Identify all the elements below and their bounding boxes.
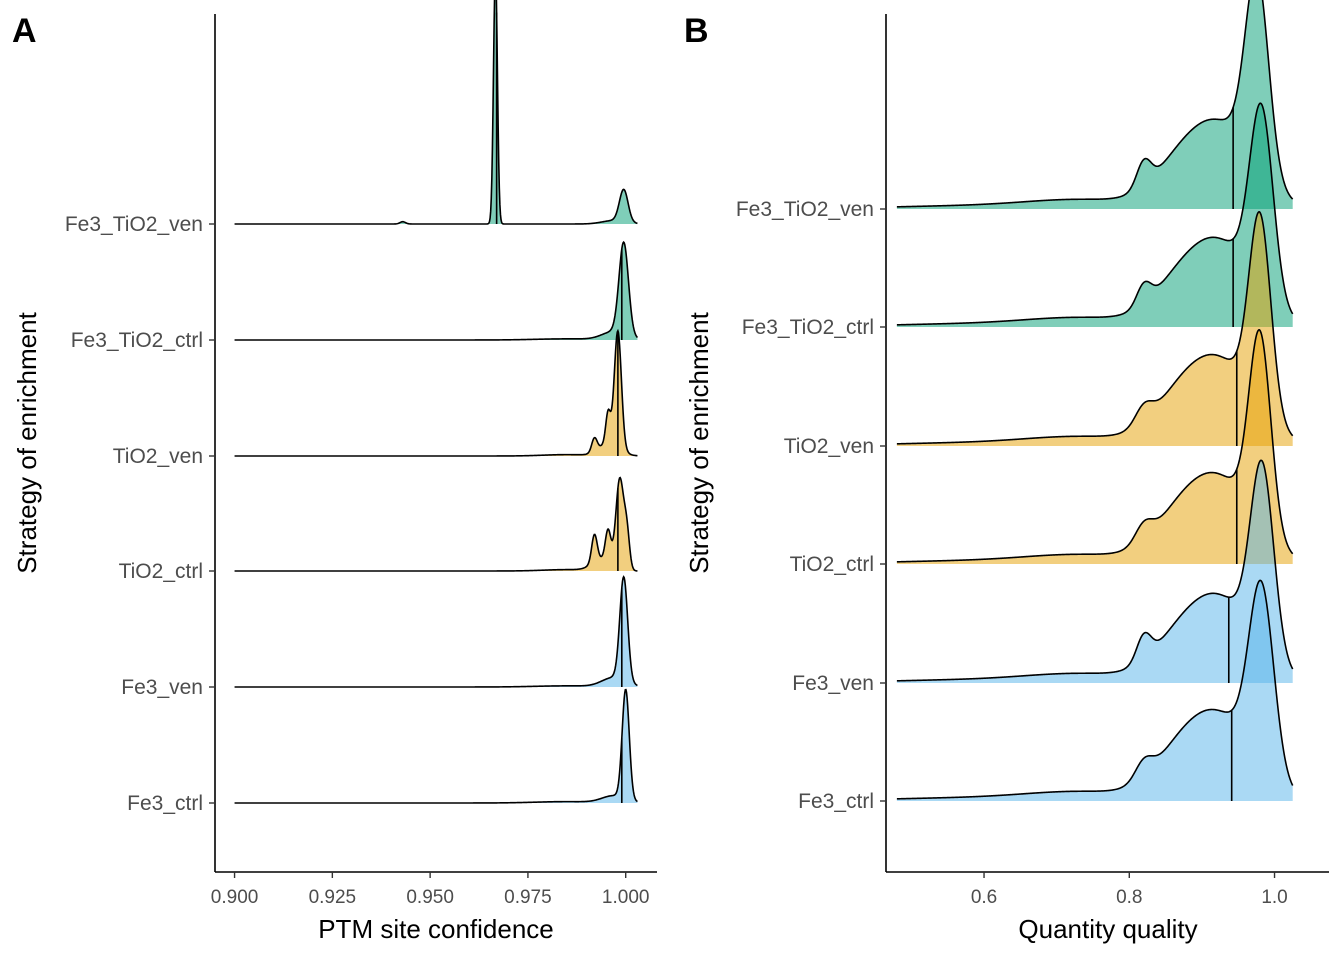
panel-b-y-tick-label-fe3-tio2-ctrl: Fe3_TiO2_ctrl <box>742 316 874 339</box>
panel-a-y-tick-label-fe3-tio2-ven: Fe3_TiO2_ven <box>65 213 203 236</box>
panel-a-x-tick-label: 0.975 <box>504 887 552 908</box>
panel-a-ridge-fill-fe3-ctrl <box>234 689 638 803</box>
panel-b-ridges <box>896 0 1294 801</box>
panel-a-ridge-fill-fe3-tio2-ven <box>234 0 638 224</box>
panel-b-ridge-outline-tio2-ctrl <box>896 329 1294 563</box>
panel-a-ridge-tio2-ven <box>234 328 638 457</box>
panel-b-ridge-fill-fe3-ctrl <box>896 580 1293 801</box>
panel-a-ridges <box>234 0 639 804</box>
panel-a-ridge-outline-fe3-ctrl <box>234 688 638 804</box>
panel-a-y-tick-label-tio2-ctrl: TiO2_ctrl <box>119 560 203 583</box>
panel-b-ridge-fe3-tio2-ven <box>896 0 1294 209</box>
panel-a-ridge-fe3-ven <box>234 575 638 688</box>
panel-b-ridge-outline-fe3-ven <box>896 459 1294 682</box>
panel-b-y-tick-label-fe3-ctrl: Fe3_ctrl <box>798 790 874 813</box>
panel-a-ridge-outline-fe3-tio2-ctrl <box>234 240 639 341</box>
panel-b-ridgeline-chart: B Fe3_ctrl Fe3_ven TiO2_ctrl TiO2_ven Fe3_Ti… <box>684 0 1329 944</box>
panel-a-x-tick-label: 1.000 <box>602 887 650 908</box>
panel-b-x-tick-label: 0.6 <box>971 887 997 908</box>
panel-b-ridge-tio2-ctrl <box>896 329 1294 564</box>
panel-a-y-tick-label-fe3-ctrl: Fe3_ctrl <box>127 792 203 815</box>
panel-b-ridge-fill-tio2-ctrl <box>896 329 1293 564</box>
panel-b-axes: Fe3_ctrl Fe3_ven TiO2_ctrl TiO2_ven Fe3_TiO2… <box>736 14 1329 908</box>
panel-a-axes: Fe3_ctrl Fe3_ven TiO2_ctrl TiO2_ven Fe3_TiO2… <box>65 14 657 908</box>
panel-a-x-tick-label: 0.950 <box>406 887 454 908</box>
panel-a-ridge-fe3-tio2-ven <box>234 0 638 225</box>
panel-a-ridge-outline-tio2-ctrl <box>234 476 638 572</box>
panel-a-ridge-fill-tio2-ctrl <box>234 477 638 571</box>
panel-a-y-tick-label-fe3-ven: Fe3_ven <box>121 676 203 699</box>
panel-b-ridge-fe3-tio2-ctrl <box>896 102 1294 327</box>
panel-b-tag: B <box>684 12 709 50</box>
panel-a-x-tick-label: 0.925 <box>309 887 357 908</box>
panel-b-ridge-tio2-ven <box>896 211 1294 446</box>
panel-b-ridge-fill-fe3-ven <box>896 460 1293 683</box>
panel-b-y-axis-title: Strategy of enrichment <box>684 311 714 573</box>
panel-a-ridgeline-chart: A Fe3_ctrl Fe3_ven TiO2_ctrl TiO2_ven Fe3_Ti… <box>12 0 657 944</box>
panel-b-y-tick-label-tio2-ctrl: TiO2_ctrl <box>790 553 874 576</box>
panel-b-ridge-outline-tio2-ven <box>896 211 1294 445</box>
panel-a-ridge-fe3-ctrl <box>234 688 638 804</box>
panel-b-x-tick-label: 0.8 <box>1116 887 1142 908</box>
panel-b-x-tick-label: 1.0 <box>1261 887 1287 908</box>
panel-a-ridge-tio2-ctrl <box>234 476 638 572</box>
panel-a-ridge-fill-fe3-tio2-ctrl <box>234 242 638 340</box>
panel-a-y-tick-label-tio2-ven: TiO2_ven <box>113 445 203 468</box>
panel-b-ridge-outline-fe3-tio2-ven <box>896 0 1294 208</box>
panel-a-x-tick-label: 0.900 <box>211 887 259 908</box>
panel-b-y-tick-label-fe3-tio2-ven: Fe3_TiO2_ven <box>736 198 874 221</box>
panel-a-x-axis-title: PTM site confidence <box>318 914 554 944</box>
panel-a-ridge-outline-fe3-tio2-ven <box>234 0 638 225</box>
panel-b-ridge-fill-tio2-ven <box>896 211 1293 446</box>
panel-a-ridge-fill-tio2-ven <box>234 330 638 456</box>
panel-a-ridge-fill-fe3-ven <box>234 576 638 687</box>
panel-b-ridge-outline-fe3-ctrl <box>896 579 1294 800</box>
panel-b-y-tick-label-tio2-ven: TiO2_ven <box>784 435 874 458</box>
panel-a-ridge-outline-fe3-ven <box>234 575 638 688</box>
panel-a-y-tick-label-fe3-tio2-ctrl: Fe3_TiO2_ctrl <box>71 329 203 352</box>
panel-b-ridge-fill-fe3-tio2-ctrl <box>896 103 1293 327</box>
panel-b-x-axis-title: Quantity quality <box>1018 914 1197 944</box>
panel-b-ridge-outline-fe3-tio2-ctrl <box>896 102 1294 326</box>
panel-a-y-axis-title: Strategy of enrichment <box>12 311 42 573</box>
panel-a-ridge-fe3-tio2-ctrl <box>234 240 639 341</box>
panel-b-y-tick-label-fe3-ven: Fe3_ven <box>792 672 874 695</box>
panel-b-ridge-fill-fe3-tio2-ven <box>896 0 1293 209</box>
panel-a-ridge-outline-tio2-ven <box>234 328 638 457</box>
panel-a-tag: A <box>12 12 37 50</box>
panel-b-ridge-fe3-ctrl <box>896 579 1294 801</box>
panel-b-ridge-fe3-ven <box>896 459 1294 683</box>
